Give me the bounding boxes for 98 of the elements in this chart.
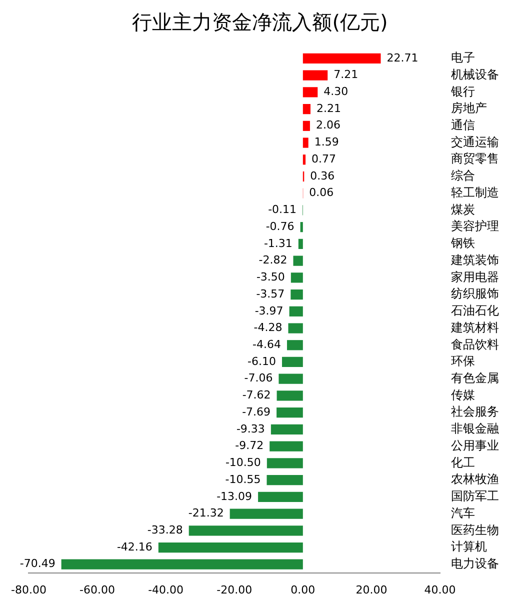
bar <box>298 238 303 249</box>
y-tick-label: 国防军工 <box>451 489 499 504</box>
y-tick-label: 银行 <box>450 84 475 98</box>
data-label: -1.31 <box>264 236 292 250</box>
y-tick-label: 轻工制造 <box>451 185 499 200</box>
y-tick-label: 家用电器 <box>451 270 499 284</box>
bar <box>293 256 303 266</box>
y-tick-label: 石油石化 <box>451 304 499 318</box>
data-label: -6.10 <box>248 354 276 368</box>
y-tick-label: 医药生物 <box>451 522 499 537</box>
bar <box>302 70 328 80</box>
bar <box>276 408 303 418</box>
data-label: -9.33 <box>236 422 265 436</box>
y-tick-label: 建筑装饰 <box>450 252 499 267</box>
data-label: -33.28 <box>147 524 183 536</box>
data-label: 2.06 <box>316 118 340 132</box>
bar <box>276 390 303 401</box>
y-tick-label: 煤炭 <box>451 202 475 216</box>
data-label: -3.97 <box>254 304 284 318</box>
bar <box>302 154 306 165</box>
data-label: 22.71 <box>386 51 418 64</box>
y-tick-label: 钢铁 <box>450 236 475 250</box>
y-tick-label: 建筑材料 <box>450 320 499 334</box>
bar <box>270 441 303 452</box>
bar <box>288 323 303 334</box>
x-tick-label: -20.00 <box>216 583 252 596</box>
y-tick-label: 电子 <box>451 50 475 65</box>
bar <box>300 222 303 232</box>
bar <box>302 104 310 114</box>
data-label: 2.21 <box>316 102 341 115</box>
x-tick-label: -60.00 <box>80 583 116 596</box>
x-tick-label: -80.00 <box>10 583 46 596</box>
data-label: -3.57 <box>256 287 285 300</box>
bar <box>158 542 303 553</box>
data-label: -10.55 <box>225 472 261 486</box>
data-label: -2.82 <box>258 254 288 267</box>
y-tick-label: 综合 <box>451 168 475 183</box>
data-label: -0.76 <box>266 220 294 233</box>
data-label: 4.30 <box>324 85 348 98</box>
x-tick-label: 20.00 <box>356 583 388 596</box>
y-tick-label: 公用事业 <box>451 438 499 452</box>
data-label: 0.36 <box>310 169 335 182</box>
bar <box>287 340 303 350</box>
y-tick-label: 环保 <box>451 354 475 368</box>
y-tick-label: 房地产 <box>451 101 487 116</box>
data-label: -4.28 <box>254 321 282 334</box>
data-label: -70.49 <box>20 557 56 570</box>
data-label: -13.09 <box>216 490 252 503</box>
y-tick-label: 交通运输 <box>451 134 499 149</box>
bar <box>290 272 303 283</box>
y-tick-label: 食品饮料 <box>451 337 499 352</box>
y-tick-label: 通信 <box>451 118 475 132</box>
y-tick-label: 非银金融 <box>451 422 499 436</box>
data-label: -21.32 <box>188 506 224 520</box>
data-label: -7.69 <box>242 405 271 418</box>
y-tick-label: 农林牧渔 <box>451 472 499 486</box>
y-tick-label: 美容护理 <box>451 219 499 234</box>
y-tick-label: 机械设备 <box>451 67 499 82</box>
bar <box>266 474 303 486</box>
data-label: -7.06 <box>244 372 273 385</box>
bar <box>278 374 303 384</box>
bar <box>302 120 310 131</box>
bar <box>289 306 303 316</box>
y-tick-label: 社会服务 <box>451 404 499 419</box>
y-tick-label: 传媒 <box>451 388 475 402</box>
y-tick-label: 商贸零售 <box>451 152 499 166</box>
data-label: 1.59 <box>314 136 339 149</box>
bar <box>302 87 318 98</box>
y-tick-label: 电力设备 <box>451 556 499 570</box>
bar <box>230 508 303 519</box>
bar <box>270 424 303 435</box>
x-tick-label: 40.00 <box>424 583 456 596</box>
y-tick-label: 计算机 <box>451 540 487 554</box>
y-tick-label: 汽车 <box>451 506 475 520</box>
chart-title: 行业主力资金净流入额(亿元) <box>132 10 388 34</box>
data-label: -0.11 <box>268 203 297 216</box>
bar <box>258 492 303 502</box>
bar <box>302 138 308 148</box>
data-label: -7.62 <box>242 388 271 402</box>
y-tick-label: 纺织服饰 <box>451 286 499 301</box>
y-tick-label: 化工 <box>451 455 475 470</box>
bar <box>188 526 303 536</box>
data-label: -10.50 <box>225 456 261 470</box>
y-tick-label: 有色金属 <box>451 370 499 385</box>
data-label: 0.06 <box>309 186 334 200</box>
data-label: 7.21 <box>334 68 358 82</box>
bar <box>302 53 381 64</box>
data-label: -42.16 <box>116 540 152 554</box>
bar <box>290 289 303 300</box>
x-tick-label: -40.00 <box>148 583 184 596</box>
data-label: -3.50 <box>256 270 285 284</box>
x-tick-label: 0.00 <box>290 583 316 596</box>
data-label: -9.72 <box>235 439 264 452</box>
data-label: 0.77 <box>312 152 336 166</box>
bar <box>61 559 303 570</box>
bar <box>266 458 303 468</box>
bar <box>282 356 303 368</box>
data-label: -4.64 <box>252 338 282 351</box>
